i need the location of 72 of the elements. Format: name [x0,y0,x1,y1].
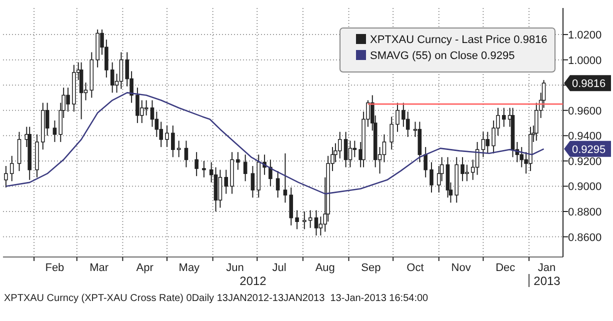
candlestick [534,102,538,142]
candlestick [318,216,323,236]
y-tick-label: 1.0000 [568,54,602,67]
legend-label: SMAVG (55) on Close 0.9295 [370,50,515,62]
candlestick [390,116,394,150]
candlestick [348,140,352,168]
text: 2013 [534,274,561,288]
x-tick-label: Oct [406,262,424,274]
candlestick [144,100,148,116]
candlestick [289,186,294,226]
candlestick [295,210,299,230]
candlestick [236,152,240,170]
x-tick-label: Aug [315,262,335,274]
candlestick [79,62,84,120]
candlestick [268,159,272,187]
candlestick [314,210,318,236]
candlestick [184,140,188,168]
candlestick [250,165,255,198]
x-tick-label: Jul [272,262,286,274]
candlestick [202,160,206,178]
candlestick [481,131,486,158]
candlestick [52,120,57,142]
candlestick [406,111,410,138]
line-series [5,92,544,194]
candlestick [165,125,169,148]
candlestick [352,140,357,158]
candlestick [4,165,8,188]
x-tick-label: Apr [136,262,154,274]
candlestick [283,152,288,204]
candlestick [110,62,114,94]
candlestick [224,169,228,194]
candlestick [194,152,198,177]
candlestick [171,125,175,158]
candlestick [218,169,222,208]
candlestick [338,131,342,159]
candlestick [382,134,386,163]
text: 0.9816 [572,78,606,90]
legend-label: XPTXAU Curncy - Last Price 0.9816 [370,34,548,46]
y-tick-label: 0.8600 [568,232,602,244]
x-tick-label: Feb [45,262,64,274]
candlestick [10,155,14,182]
candlestick [154,111,159,138]
y-tick-label: 0.9400 [568,130,602,143]
candlestick [150,100,154,128]
candlestick [159,121,163,148]
candlestick [430,162,434,194]
x-tick-label: Mar [90,262,109,274]
candlestick [243,154,248,182]
candlestick [276,170,280,198]
text: 0.9295 [572,144,606,156]
y-tick-label: 0.9600 [568,105,602,118]
y-tick-label: 0.9000 [568,181,602,194]
candlestick [344,131,348,168]
x-tick-label: May [178,262,200,274]
candlestick [119,52,124,90]
candlestick [520,146,524,168]
candlestick [396,102,400,132]
x-tick-label: Nov [451,262,472,274]
text: XPTXAU Curncy (XPT-XAU Cross Rate) 0Daily 13JAN2012-13JAN2013 13-Jan-2013 16:54:00 [4,293,429,304]
candlestick [502,107,506,128]
candlestick [302,210,306,230]
candlestick [424,146,428,178]
y-tick-label: 0.8800 [568,206,602,218]
x-tick-label: Sep [361,262,381,274]
candlestick [486,131,490,154]
y-tick-label: 0.9200 [568,156,602,168]
x-tick-label: Jan [538,262,556,274]
x-tick-label: Jun [226,262,244,274]
text: 2012 [240,274,267,288]
y-tick-label: 1.0200 [568,30,602,42]
x-tick-label: Dec [496,262,516,274]
candlestick [176,140,181,158]
